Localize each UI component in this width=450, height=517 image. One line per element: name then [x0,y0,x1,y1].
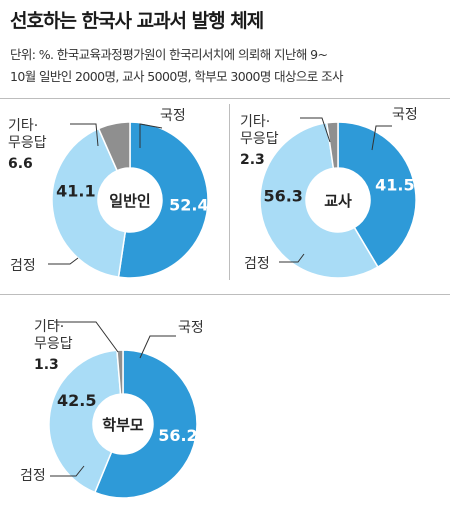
leader-other [54,321,119,353]
center-label: 일반인 [109,192,150,210]
label-other-line-1: 기타· [8,118,38,134]
label-approved: 검정 [244,256,270,272]
slice-other [325,121,339,170]
label-other-line-1: 기타· [240,114,270,130]
leader-approved [279,253,305,263]
value-label-other: 2.3 [240,152,265,168]
value-label-approved: 41.1 [56,181,95,200]
value-label-approved: 56.3 [263,186,302,205]
label-other-line-2: 무응답 [34,336,73,352]
leader-other [300,117,331,143]
slice-other [97,121,131,172]
label-approved: 검정 [10,258,36,274]
label-other-line-2: 무응답 [8,135,47,151]
label-national: 국정 [392,107,418,123]
slice-approved [48,349,122,494]
slice-other [116,349,124,395]
leader-national [139,335,176,359]
label-approved: 검정 [20,468,46,484]
leader-national [139,123,163,148]
label-other-line-1: 기타· [34,319,64,335]
slice-national [93,349,198,499]
leader-approved [50,465,85,477]
slice-approved [51,127,127,279]
label-other-line-2: 무응답 [240,131,279,147]
label-national: 국정 [160,108,186,124]
value-label-approved: 42.5 [57,391,96,410]
label-national: 국정 [178,320,204,336]
subtitle-line-1: 단위: %. 한국교육과정평가원이 한국리서치에 의뢰해 지난해 9~ [10,47,328,62]
value-label-national: 41.5 [375,175,414,194]
value-label-other: 1.3 [34,357,59,373]
slice-national [337,121,417,269]
slice-approved [259,121,379,279]
center-label: 교사 [324,192,352,210]
center-label: 학부모 [102,416,144,434]
leader-national [371,125,392,151]
row-divider [0,294,450,295]
subtitle-line-2: 10월 일반인 2000명, 교사 5000명, 학부모 3000명 대상으로 … [10,69,343,84]
value-label-national: 56.2 [158,426,197,445]
chart-title: 선호하는 한국사 교과서 발행 체제 [10,10,264,32]
top-divider [0,98,450,99]
leader-other [70,123,99,147]
middle-divider [229,104,230,280]
value-label-national: 52.4 [169,195,208,214]
leader-approved [48,257,79,265]
slice-national [117,121,209,279]
value-label-other: 6.6 [8,156,33,172]
